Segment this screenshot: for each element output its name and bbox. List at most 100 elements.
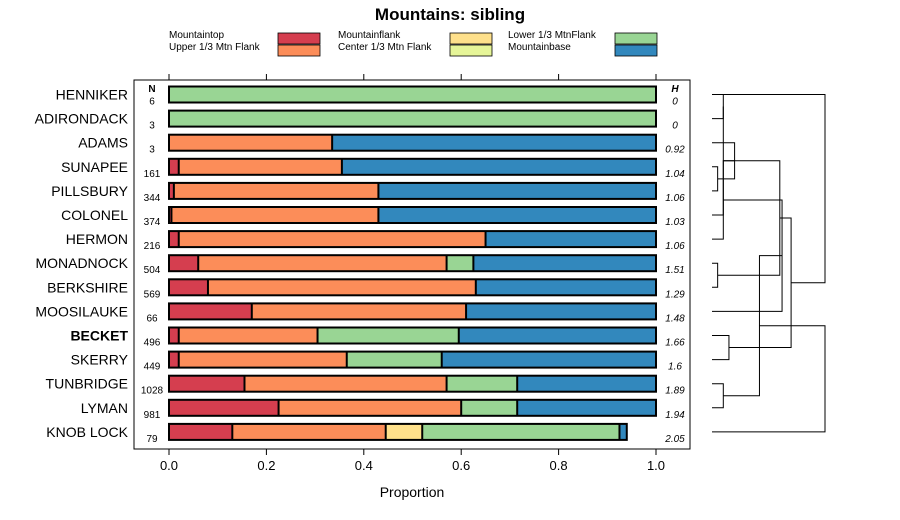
bar-segment-lower-1-3-mtnflank <box>169 86 656 103</box>
bar-row-adirondack: ADIRONDACK 3 0 <box>35 109 678 132</box>
h-value: 1.48 <box>665 313 685 324</box>
bar-segment-mountainbase <box>619 423 627 440</box>
dendrogram-link <box>712 335 730 361</box>
bar-segment-lower-1-3-mtnflank <box>461 399 518 416</box>
bar-segment-upper-1-3-mtn-flank <box>232 423 386 440</box>
bar-segment-upper-1-3-mtn-flank <box>171 207 379 223</box>
bar-segment-mountaintop <box>169 423 233 440</box>
category-label: SKERRY <box>71 352 129 368</box>
n-value: 449 <box>144 362 161 373</box>
bar-outline <box>168 350 657 369</box>
bar-row-berkshire: BERKSHIRE 569 1.29 <box>47 278 685 300</box>
bar-segment-mountainbase <box>485 231 656 248</box>
bar-segment-mountaintop <box>169 158 179 175</box>
bar-segment-lower-1-3-mtnflank <box>446 375 518 392</box>
legend-swatch-mountainbase <box>614 44 658 57</box>
bar-row-sunapee: SUNAPEE 161 1.04 <box>61 157 685 180</box>
bar-segment-mountainbase <box>441 351 656 368</box>
bar-segment-lower-1-3-mtnflank <box>446 255 474 272</box>
dendrogram-link <box>712 325 826 433</box>
n-value: 569 <box>144 289 161 300</box>
category-label: BERKSHIRE <box>47 279 128 295</box>
legend-label-lower-1-3-mtnflank: Lower 1/3 MtnFlank <box>508 30 597 41</box>
bar-segment-upper-1-3-mtn-flank <box>198 255 447 272</box>
bar-segment-mountaintop <box>169 231 179 248</box>
bar-segment-mountaintop <box>169 303 252 320</box>
h-value: 0 <box>672 97 678 108</box>
legend-swatch-center-1-3-mtn-flank <box>449 44 493 57</box>
bar-segment-lower-1-3-mtnflank <box>317 327 459 344</box>
bar-row-skerry: SKERRY 449 1.6 <box>71 350 682 373</box>
legend-swatch-mountaintop <box>277 32 321 45</box>
bar-segment-lower-1-3-mtnflank <box>169 110 656 127</box>
bar-outline <box>168 422 628 441</box>
bar-outline <box>168 230 657 249</box>
category-label: PILLSBURY <box>51 183 128 199</box>
n-value: 3 <box>149 121 155 132</box>
category-label: ADIRONDACK <box>35 111 129 127</box>
h-value: 1.04 <box>665 169 685 180</box>
dendrogram <box>712 94 826 433</box>
bar-row-tunbridge: TUNBRIDGE 1028 1.89 <box>46 374 685 397</box>
dendrogram-link <box>717 160 781 276</box>
h-value: 1.03 <box>665 217 685 228</box>
bar-outline <box>168 398 657 417</box>
bar-segment-upper-1-3-mtn-flank <box>178 351 347 368</box>
h-value: 0 <box>672 121 678 132</box>
bar-outline <box>168 326 657 345</box>
legend-swatch-mountainflank <box>449 32 493 45</box>
legend-label-upper-1-3-mtn-flank: Upper 1/3 Mtn Flank <box>169 42 261 53</box>
category-label: HENNIKER <box>56 87 128 103</box>
h-value: 2.05 <box>664 434 685 445</box>
category-label: HERMON <box>66 231 128 247</box>
bar-row-henniker: HENNIKER 6 0 <box>56 85 678 108</box>
n-value: 496 <box>144 338 161 349</box>
legend-swatch-upper-1-3-mtn-flank <box>277 44 321 57</box>
n-value: 6 <box>149 97 155 108</box>
legend-label-mountainflank: Mountainflank <box>338 30 401 41</box>
bar-segment-upper-1-3-mtn-flank <box>169 134 333 151</box>
bar-segment-lower-1-3-mtnflank <box>422 423 620 440</box>
x-axis-label: Proportion <box>380 484 445 500</box>
h-value: 1.66 <box>665 338 685 349</box>
n-value: 981 <box>144 410 161 421</box>
bar-row-pillsbury: PILLSBURY 344 1.06 <box>51 181 685 204</box>
bar-row-adams: ADAMS 3 0.92 <box>78 133 685 156</box>
bar-segment-mountainbase <box>517 399 656 416</box>
bar-segment-upper-1-3-mtn-flank <box>251 303 467 320</box>
bar-segment-upper-1-3-mtn-flank <box>278 399 462 416</box>
bar-segment-mountaintop <box>169 327 179 344</box>
bar-segment-mountainbase <box>458 327 656 344</box>
category-label: KNOB LOCK <box>46 424 128 440</box>
bar-segment-upper-1-3-mtn-flank <box>178 158 342 175</box>
bar-row-lyman: LYMAN 981 1.94 <box>81 398 685 421</box>
bar-row-becket: BECKET 496 1.66 <box>70 326 685 349</box>
category-label: TUNBRIDGE <box>46 376 128 392</box>
n-value: 374 <box>144 217 161 228</box>
category-label: MOOSILAUKE <box>35 303 128 319</box>
x-tick-label: 0.8 <box>550 458 568 473</box>
bar-segment-mountainbase <box>378 182 656 199</box>
bar-outline <box>168 109 657 128</box>
bar-segment-mountaintop <box>169 255 199 272</box>
bar-rows: HENNIKER 6 0 ADIRONDACK 3 0 ADAMS 3 0.92 SUNAPEE 1… <box>35 85 685 445</box>
category-label: COLONEL <box>61 207 128 223</box>
bar-outline <box>168 157 657 176</box>
bar-segment-mountainbase <box>517 375 656 392</box>
bar-segment-mountaintop <box>169 207 172 223</box>
x-tick-label: 0.4 <box>355 458 373 473</box>
bar-segment-upper-1-3-mtn-flank <box>173 182 379 199</box>
bar-segment-upper-1-3-mtn-flank <box>207 279 476 296</box>
bar-segment-mountainbase <box>473 255 656 272</box>
bar-outline <box>168 85 657 104</box>
bar-outline <box>168 374 657 393</box>
category-label: BECKET <box>70 328 128 344</box>
legend-label-mountainbase: Mountainbase <box>508 42 571 53</box>
bar-row-monadnock: MONADNOCK 504 1.51 <box>35 254 685 276</box>
legend-label-mountaintop: Mountaintop <box>169 30 224 41</box>
dendrogram-link <box>712 94 826 284</box>
category-label: LYMAN <box>81 400 128 416</box>
x-axis: 0.0 0.2 0.4 0.6 0.8 1.0 <box>160 74 665 473</box>
legend-label-center-1-3-mtn-flank: Center 1/3 Mtn Flank <box>338 42 432 53</box>
